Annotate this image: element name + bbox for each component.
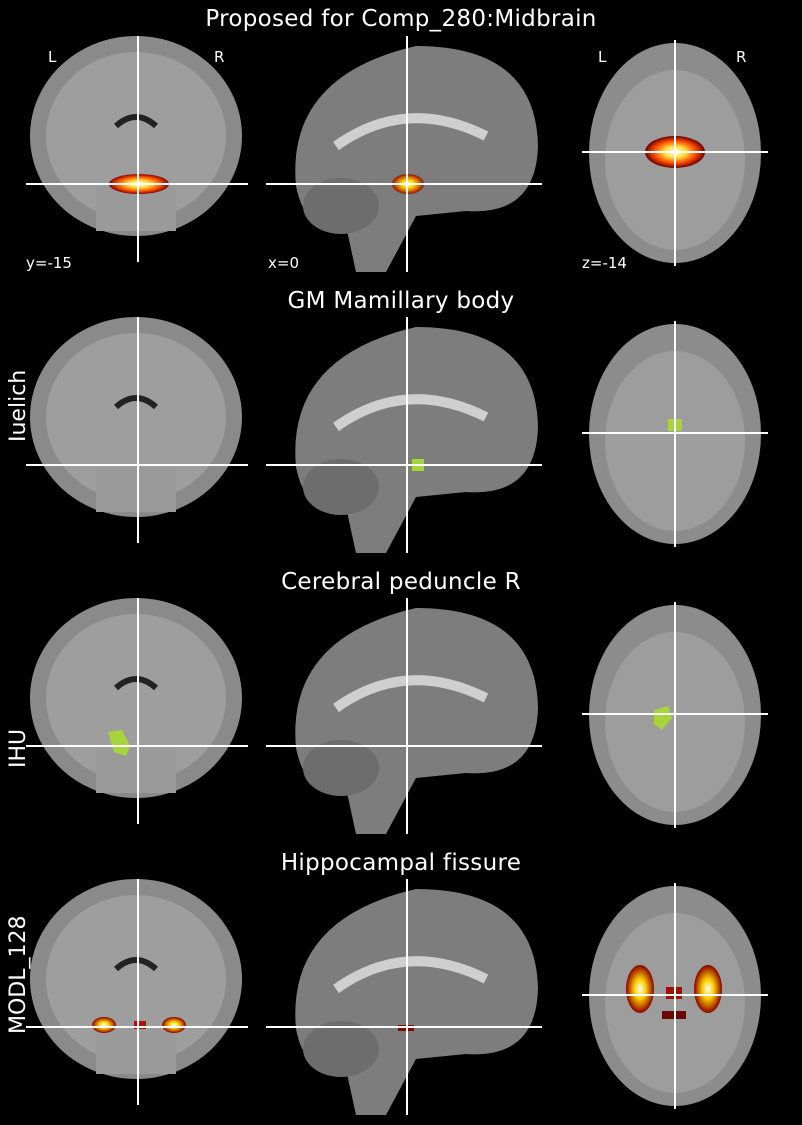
axial-coordinate: z=-14 [582,254,627,272]
coronal-view [26,598,248,824]
coronal-view [26,36,248,262]
coronal-coordinate: y=-15 [26,254,72,272]
axial-view [582,40,768,266]
coronal-view [26,317,248,543]
row-title-1: GM Mamillary body [287,288,515,314]
proposed-row [0,0,802,281]
axial-view [582,321,768,547]
coronal-view [26,879,248,1105]
sagittal-view [266,879,542,1115]
row-title-3: Hippocampal fissure [280,850,522,876]
right-marker-axial: R [736,48,747,66]
left-marker-axial: L [598,48,607,66]
axial-view [582,602,768,828]
right-marker-coronal: R [214,48,225,66]
axial-view [582,883,768,1109]
atlas-row-1 [0,281,802,562]
sagittal-view [266,598,542,834]
atlas-row-2 [0,562,802,843]
sagittal-view [266,317,542,553]
row-title-2: Cerebral peduncle R [281,569,521,595]
left-marker-coronal: L [48,48,57,66]
sagittal-coordinate: x=0 [268,254,299,272]
main-title: Proposed for Comp_280:Midbrain [205,6,597,32]
sagittal-view [266,36,542,272]
atlas-row-3 [0,843,802,1124]
